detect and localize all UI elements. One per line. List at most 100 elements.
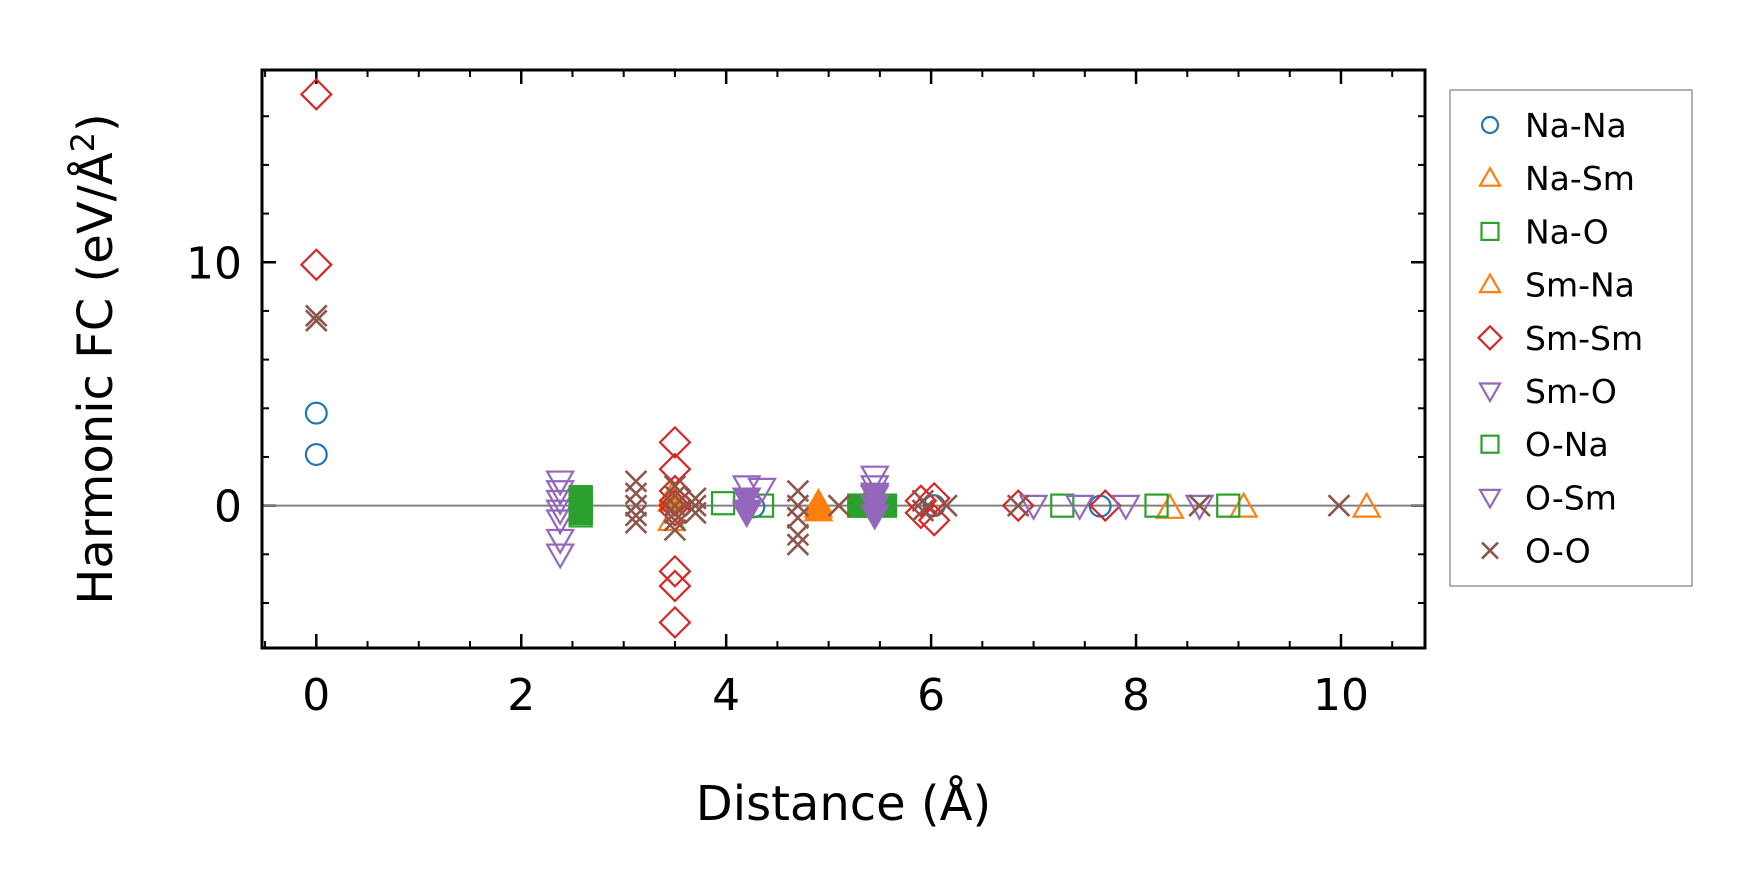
data-point bbox=[917, 503, 951, 537]
data-point bbox=[731, 499, 762, 526]
data-point bbox=[545, 509, 576, 536]
y-axis-label: Harmonic FC (eV/Å2) bbox=[64, 113, 124, 605]
data-point bbox=[663, 501, 687, 525]
x-tick-label: 6 bbox=[917, 670, 945, 721]
data-point bbox=[624, 511, 648, 534]
legend-marker bbox=[1480, 115, 1500, 135]
legend-entry: Sm-O bbox=[1478, 372, 1617, 411]
x-tick-label: 2 bbox=[507, 670, 535, 721]
data-point bbox=[859, 465, 890, 492]
data-point bbox=[1144, 493, 1169, 518]
data-point bbox=[304, 304, 328, 328]
data-point bbox=[786, 506, 810, 530]
legend-entry: O-O bbox=[1481, 532, 1591, 571]
data-point bbox=[658, 569, 692, 603]
y-axis-label-end: ) bbox=[68, 113, 124, 132]
legend-marker bbox=[1478, 165, 1502, 187]
data-point bbox=[299, 248, 333, 282]
data-point bbox=[658, 452, 692, 486]
data-point bbox=[658, 425, 692, 459]
legend-label: O-Na bbox=[1525, 425, 1609, 464]
legend-entry: O-Na bbox=[1480, 425, 1609, 464]
data-point bbox=[658, 554, 692, 588]
legend-label: Na-O bbox=[1525, 212, 1609, 251]
x-axis-label: Distance (Å) bbox=[696, 775, 991, 832]
data-point bbox=[1216, 493, 1241, 518]
legend-entry: Na-Na bbox=[1480, 106, 1627, 145]
legend-entry: Sm-Na bbox=[1478, 266, 1635, 305]
data-point bbox=[684, 501, 707, 525]
data-point bbox=[545, 489, 576, 516]
data-point bbox=[911, 489, 935, 513]
ticks-layer bbox=[262, 70, 1425, 648]
series-na-na bbox=[304, 401, 1112, 519]
legend-label: O-Sm bbox=[1525, 478, 1617, 517]
legend-marker bbox=[1480, 434, 1500, 454]
data-point bbox=[304, 401, 328, 425]
data-point bbox=[859, 504, 890, 531]
data-point bbox=[663, 474, 687, 498]
y-tick-label: 10 bbox=[186, 238, 242, 289]
data-point bbox=[1064, 494, 1095, 521]
data-point bbox=[917, 481, 951, 515]
x-tick-label: 4 bbox=[712, 670, 740, 721]
legend-entry: O-Sm bbox=[1478, 478, 1617, 517]
x-tick-label: 8 bbox=[1122, 670, 1150, 721]
data-point bbox=[684, 494, 707, 517]
data-point bbox=[545, 528, 576, 555]
y-tick-label: 0 bbox=[214, 482, 242, 533]
legend-label: O-O bbox=[1525, 532, 1591, 571]
data-point bbox=[568, 500, 593, 526]
data-point bbox=[1018, 494, 1049, 521]
data-point bbox=[545, 543, 576, 570]
legend-entry: Sm-Sm bbox=[1476, 319, 1643, 358]
legend-entry: Na-O bbox=[1480, 212, 1609, 251]
data-point bbox=[304, 309, 328, 332]
legend-label: Sm-Na bbox=[1525, 266, 1635, 305]
data-point bbox=[624, 482, 648, 505]
plot-frame bbox=[260, 68, 1427, 650]
data-point bbox=[1184, 494, 1215, 521]
legend-marker bbox=[1480, 221, 1500, 241]
data-point bbox=[1228, 491, 1259, 518]
y-axis-label-superscript: 2 bbox=[64, 132, 102, 152]
series-sm-sm bbox=[299, 77, 1122, 639]
data-point bbox=[710, 491, 736, 516]
data-point bbox=[663, 508, 687, 532]
legend-entry: Na-Sm bbox=[1478, 159, 1635, 198]
data-point bbox=[1327, 494, 1351, 517]
data-point bbox=[545, 480, 576, 507]
legend-label: Na-Na bbox=[1525, 106, 1627, 145]
data-point bbox=[658, 605, 692, 639]
data-point bbox=[1110, 494, 1141, 521]
data-point bbox=[663, 484, 687, 508]
data-point bbox=[1188, 494, 1211, 517]
legend-marker bbox=[1478, 272, 1502, 294]
data-point bbox=[827, 494, 851, 517]
data-point bbox=[624, 469, 648, 493]
data-point bbox=[786, 523, 810, 547]
legend: Na-Na Na-Sm Na-O Sm-Na Sm-Sm Sm-O O-Na O-Sm O-O bbox=[1449, 89, 1693, 587]
legend-label: Na-Sm bbox=[1525, 159, 1635, 198]
legend-items: Na-Na Na-Sm Na-O Sm-Na Sm-Sm Sm-O O-Na O-Sm O-O bbox=[1476, 106, 1643, 571]
data-point bbox=[1154, 492, 1185, 519]
data-point bbox=[663, 518, 687, 542]
data-point bbox=[911, 499, 935, 522]
y-axis-label-main: Harmonic FC (eV/Å bbox=[67, 152, 124, 605]
x-tick-label: 10 bbox=[1313, 670, 1369, 721]
data-point bbox=[786, 533, 810, 556]
data-point bbox=[1001, 489, 1035, 523]
data-point bbox=[624, 504, 648, 527]
legend-box bbox=[1449, 89, 1693, 587]
tick-labels: 0 2 4 6 8 10 0 10 bbox=[186, 238, 1369, 721]
legend-marker bbox=[1478, 488, 1502, 510]
series-o-o bbox=[304, 304, 1351, 556]
data-point bbox=[299, 77, 333, 111]
data-point bbox=[803, 495, 834, 522]
data-point bbox=[624, 494, 648, 517]
series-o-sm bbox=[731, 482, 890, 531]
legend-marker bbox=[1481, 541, 1499, 560]
legend-label: Sm-O bbox=[1525, 372, 1617, 411]
data-point bbox=[304, 443, 328, 467]
